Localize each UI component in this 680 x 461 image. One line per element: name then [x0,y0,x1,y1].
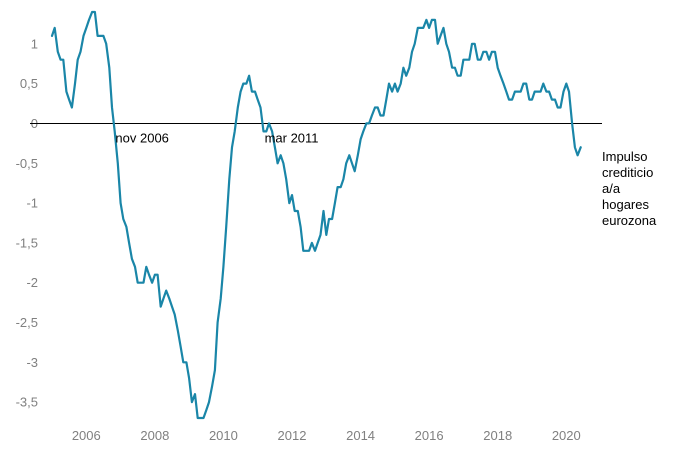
y-tick-label: -3 [26,355,38,370]
y-tick-label: -3,5 [16,395,38,410]
y-tick-label: -0,5 [16,156,38,171]
annotation-label: mar 2011 [265,130,319,145]
series-label-line: hogares [602,197,649,212]
annotation-label: nov 2006 [115,130,169,145]
y-tick-label: -1,5 [16,235,38,250]
series-label-line: crediticio [602,165,653,180]
series-label-line: eurozona [602,213,657,228]
x-tick-label: 2014 [346,428,375,443]
series-label-line: Impulso [602,149,648,164]
series-label: Impulso crediticio a/a hogares eurozona [602,149,657,228]
y-tick-label: -2,5 [16,315,38,330]
x-tick-label: 2010 [209,428,238,443]
x-tick-label: 2020 [552,428,581,443]
x-tick-label: 2006 [72,428,101,443]
annotations: nov 2006 mar 2011 [115,130,318,145]
x-axis-ticks: 2006 2008 2010 2012 2014 2016 2018 2020 [72,428,581,443]
y-tick-label: 0,5 [20,76,38,91]
y-tick-label: -2 [26,275,38,290]
y-tick-label: 1 [31,36,38,51]
series-label-line: a/a [602,181,621,196]
y-axis-ticks: 10,50-0,5-1-1,5-2-2,5-3-3,5 [16,36,38,409]
series-line-impulso-crediticio [50,10,582,420]
x-tick-label: 2012 [278,428,307,443]
x-tick-label: 2016 [415,428,444,443]
y-tick-label: -1 [26,196,38,211]
x-tick-label: 2008 [140,428,169,443]
x-tick-label: 2018 [483,428,512,443]
